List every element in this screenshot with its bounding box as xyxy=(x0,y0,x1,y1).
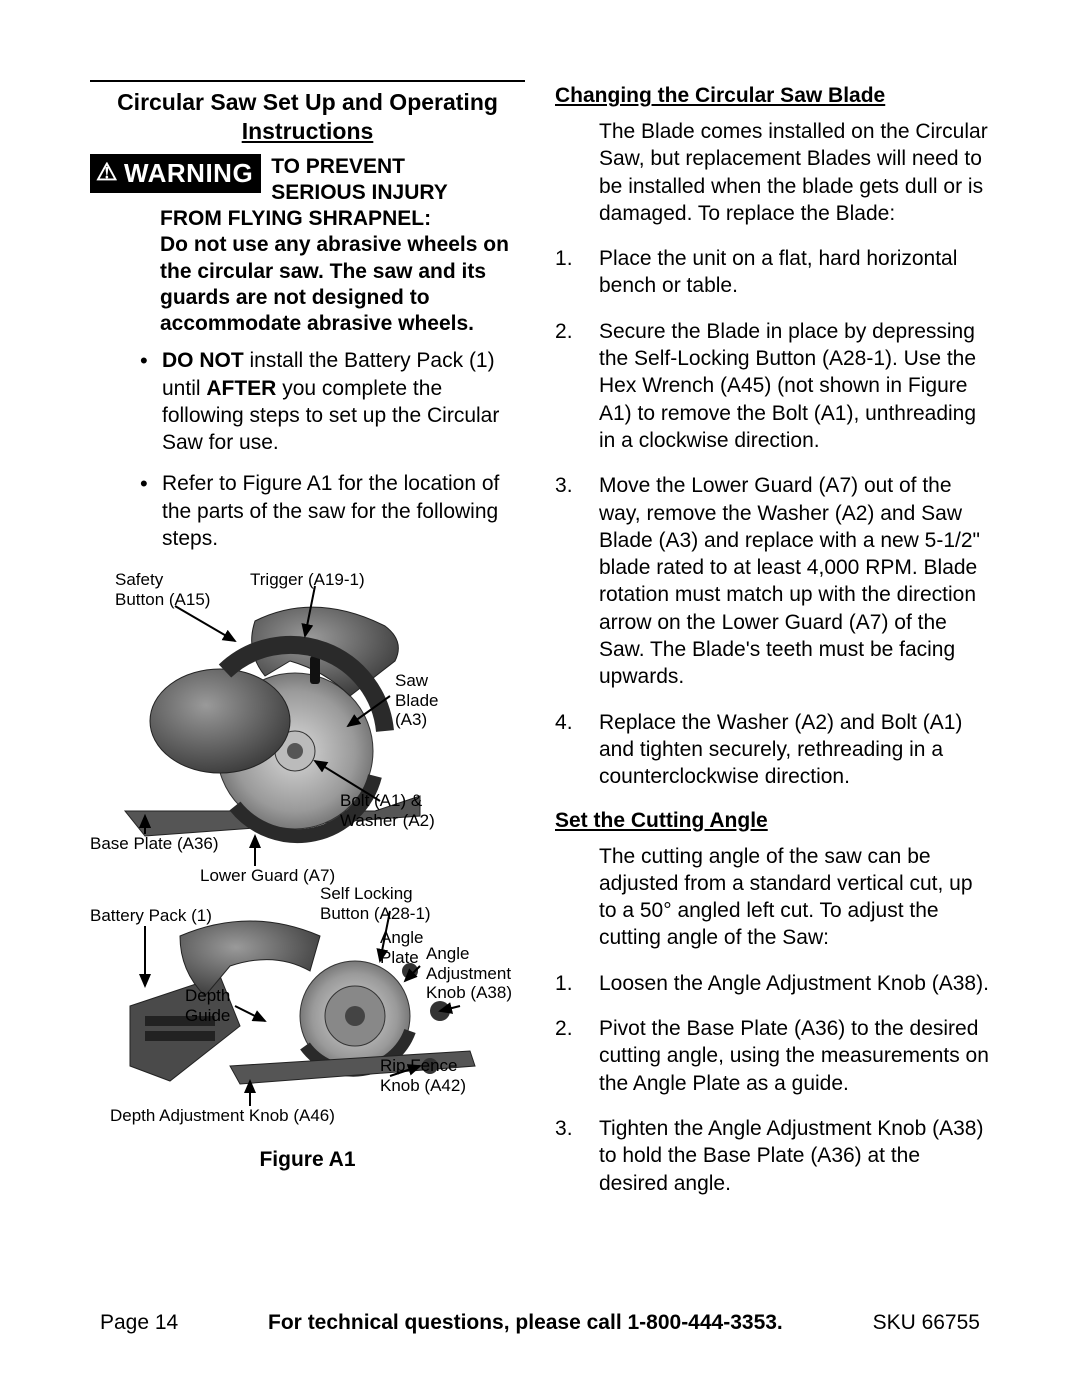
lbl-safety-button: Safety Button (A15) xyxy=(115,570,210,609)
lbl-angle-plate: Angle Plate xyxy=(380,928,423,967)
lbl-self-lock: Self Locking Button (A28-1) xyxy=(320,884,431,923)
warning-triangle-icon: ⚠ xyxy=(96,161,118,185)
section-cutting-angle-head: Set the Cutting Angle xyxy=(555,809,990,833)
warning-badge: ⚠ WARNING xyxy=(90,154,261,193)
warning-row: ⚠ WARNING TO PREVENT SERIOUS INJURY xyxy=(90,154,525,207)
footer-page: Page 14 xyxy=(100,1311,178,1335)
cutting-angle-steps: Loosen the Angle Adjustment Knob (A38). … xyxy=(555,970,990,1197)
step: Tighten the Angle Adjustment Knob (A38) … xyxy=(555,1115,990,1197)
figure-a1: Safety Button (A15) Trigger (A19-1) Saw … xyxy=(90,566,520,1146)
warning-body: FROM FLYING SHRAPNEL: Do not use any abr… xyxy=(160,206,525,337)
lbl-rip-fence: Rip Fence Knob (A42) xyxy=(380,1056,466,1095)
title-line1: Circular Saw Set Up and Operating xyxy=(117,89,498,115)
figure-caption: Figure A1 xyxy=(90,1148,525,1172)
two-column-layout: Circular Saw Set Up and Operating Instru… xyxy=(90,80,990,1215)
bullet-do-not: DO NOT install the Battery Pack (1) unti… xyxy=(140,347,525,456)
step: Loosen the Angle Adjustment Knob (A38). xyxy=(555,970,990,997)
section-changing-blade-head: Changing the Circular Saw Blade xyxy=(555,84,990,108)
page: Circular Saw Set Up and Operating Instru… xyxy=(0,0,1080,1397)
title-line2: Instructions xyxy=(242,118,374,144)
lbl-base-plate: Base Plate (A36) xyxy=(90,834,219,854)
step: Secure the Blade in place by depressing … xyxy=(555,318,990,454)
bullet-strong-2: AFTER xyxy=(206,377,276,400)
step: Pivot the Base Plate (A36) to the desire… xyxy=(555,1015,990,1097)
warning-head: TO PREVENT SERIOUS INJURY xyxy=(271,154,448,207)
bullet-strong-1: DO NOT xyxy=(162,349,244,372)
lbl-trigger: Trigger (A19-1) xyxy=(250,570,365,590)
section-changing-blade-intro: The Blade comes installed on the Circula… xyxy=(599,118,990,227)
warning-badge-text: WARNING xyxy=(124,158,253,189)
title-rule xyxy=(90,80,525,82)
step: Move the Lower Guard (A7) out of the way… xyxy=(555,472,990,690)
lbl-battery-pack: Battery Pack (1) xyxy=(90,906,212,926)
footer-contact: For technical questions, please call 1-8… xyxy=(268,1311,783,1335)
lbl-depth-guide: Depth Guide xyxy=(185,986,230,1025)
bullet-refer: Refer to Figure A1 for the location of t… xyxy=(140,470,525,552)
lbl-saw-blade: Saw Blade (A3) xyxy=(395,671,438,730)
page-footer: Page 14 For technical questions, please … xyxy=(0,1311,1080,1335)
lbl-bolt-washer: Bolt (A1) & Washer (A2) xyxy=(340,791,435,830)
step: Place the unit on a flat, hard horizonta… xyxy=(555,245,990,300)
changing-blade-steps: Place the unit on a flat, hard horizonta… xyxy=(555,245,990,790)
left-column: Circular Saw Set Up and Operating Instru… xyxy=(90,80,525,1215)
right-column: Changing the Circular Saw Blade The Blad… xyxy=(555,80,990,1215)
section-cutting-angle-intro: The cutting angle of the saw can be adju… xyxy=(599,843,990,952)
lbl-depth-knob: Depth Adjustment Knob (A46) xyxy=(110,1106,335,1126)
step: Replace the Washer (A2) and Bolt (A1) an… xyxy=(555,709,990,791)
lbl-angle-knob: Angle Adjustment Knob (A38) xyxy=(426,944,512,1003)
bullet-text-2: Refer to Figure A1 for the location of t… xyxy=(162,472,499,550)
lbl-lower-guard: Lower Guard (A7) xyxy=(200,866,335,886)
warning-head-l2: SERIOUS INJURY xyxy=(271,181,448,204)
page-title: Circular Saw Set Up and Operating Instru… xyxy=(90,88,525,146)
setup-bullets: DO NOT install the Battery Pack (1) unti… xyxy=(140,347,525,552)
warning-head-l1: TO PREVENT xyxy=(271,155,405,178)
footer-sku: SKU 66755 xyxy=(873,1311,980,1335)
